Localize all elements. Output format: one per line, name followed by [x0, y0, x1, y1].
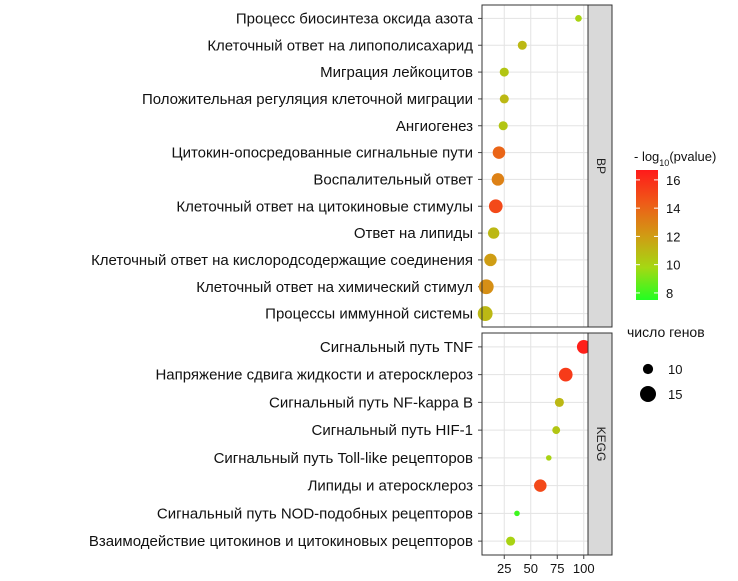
data-point — [477, 306, 493, 322]
y-tick-label: Миграция лейкоцитов — [320, 64, 473, 81]
y-tick-label: Сигнальный путь TNF — [320, 339, 473, 356]
y-tick-label: Клеточный ответ на химический стимул — [196, 279, 473, 296]
y-tick-label: Клеточный ответ на цитокиновые стимулы — [176, 198, 473, 215]
data-point — [506, 536, 516, 546]
facet-strip — [587, 332, 613, 556]
color-legend-tick-label: 16 — [666, 173, 680, 188]
data-point — [534, 479, 547, 492]
data-point — [499, 67, 509, 77]
facet-strip-label: BP — [594, 158, 608, 174]
panels-layer: Процесс биосинтеза оксида азота Клеточный… — [89, 4, 613, 556]
data-point — [484, 253, 497, 267]
size-legend-label: 10 — [668, 362, 682, 377]
color-legend-tick-label: 10 — [666, 258, 680, 273]
data-point — [491, 173, 505, 186]
panel-background — [482, 5, 588, 327]
y-tick-label: Клеточный ответ на липополисахарид — [207, 37, 473, 54]
color-legend: - log10(pvalue) 8 10 12 14 16 — [634, 149, 716, 301]
data-point — [487, 227, 500, 239]
y-tick-label: Ответ на липиды — [354, 225, 473, 242]
y-tick-label: Взаимодействие цитокинов и цитокиновых р… — [89, 533, 473, 550]
y-tick-label: Сигнальный путь Toll-like рецепторов — [214, 450, 473, 467]
facet-strip — [587, 4, 613, 328]
size-legend-title: число генов — [627, 324, 705, 340]
color-legend-tick-label: 14 — [666, 201, 680, 216]
data-point — [576, 340, 591, 354]
color-legend-tick-label: 8 — [666, 286, 673, 301]
color-legend-title: - log10(pvalue) — [634, 149, 716, 168]
data-point — [488, 199, 503, 214]
y-tick-label: Сигнальный путь NOD-подобных рецепторов — [157, 505, 473, 522]
y-tick-label: Сигнальный путь NF-kappa B — [269, 394, 473, 411]
data-point — [498, 121, 508, 131]
size-legend-key — [640, 386, 656, 402]
y-tick-label: Цитокин-опосредованные сигнальные пути — [172, 145, 474, 162]
data-point — [554, 397, 564, 407]
data-point — [546, 455, 552, 461]
x-axis: 25 50 75 100 — [497, 555, 595, 576]
y-tick-label: Положительная регуляция клеточной миграц… — [142, 91, 473, 108]
x-tick-label: 75 — [550, 561, 564, 576]
size-legend-key — [642, 363, 654, 375]
x-tick-label: 100 — [573, 561, 595, 576]
panel-kegg: Сигнальный путь TNF Напряжение сдвига жид… — [89, 332, 613, 556]
y-tick-label: Ангиогенез — [396, 118, 473, 135]
panel-background — [482, 333, 588, 555]
data-point — [558, 367, 573, 382]
facet-strip-label: KEGG — [594, 427, 608, 462]
y-tick-label: Напряжение сдвига жидкости и атеросклеро… — [155, 367, 473, 384]
y-tick-label: Воспалительный ответ — [313, 171, 473, 188]
color-legend-tick-label: 12 — [666, 229, 680, 244]
size-legend: число генов 10 15 — [627, 324, 705, 402]
data-point — [517, 40, 527, 50]
y-tick-label: Процесс биосинтеза оксида азота — [236, 10, 474, 27]
data-point — [478, 279, 494, 295]
y-tick-label: Сигнальный путь HIF-1 — [312, 422, 473, 439]
data-point — [575, 15, 582, 22]
x-tick-label: 50 — [524, 561, 538, 576]
panel-bp: Процесс биосинтеза оксида азота Клеточный… — [91, 4, 613, 328]
data-point — [514, 510, 520, 517]
data-point — [499, 94, 509, 104]
x-tick-label: 25 — [497, 561, 511, 576]
color-bar — [636, 170, 658, 300]
data-point — [492, 146, 506, 159]
data-point — [552, 426, 561, 435]
size-legend-label: 15 — [668, 387, 682, 402]
y-tick-label: Процессы иммунной системы — [265, 306, 473, 323]
y-tick-label: Липиды и атеросклероз — [308, 478, 474, 495]
y-tick-label: Клеточный ответ на кислородсодержащие со… — [91, 252, 473, 269]
